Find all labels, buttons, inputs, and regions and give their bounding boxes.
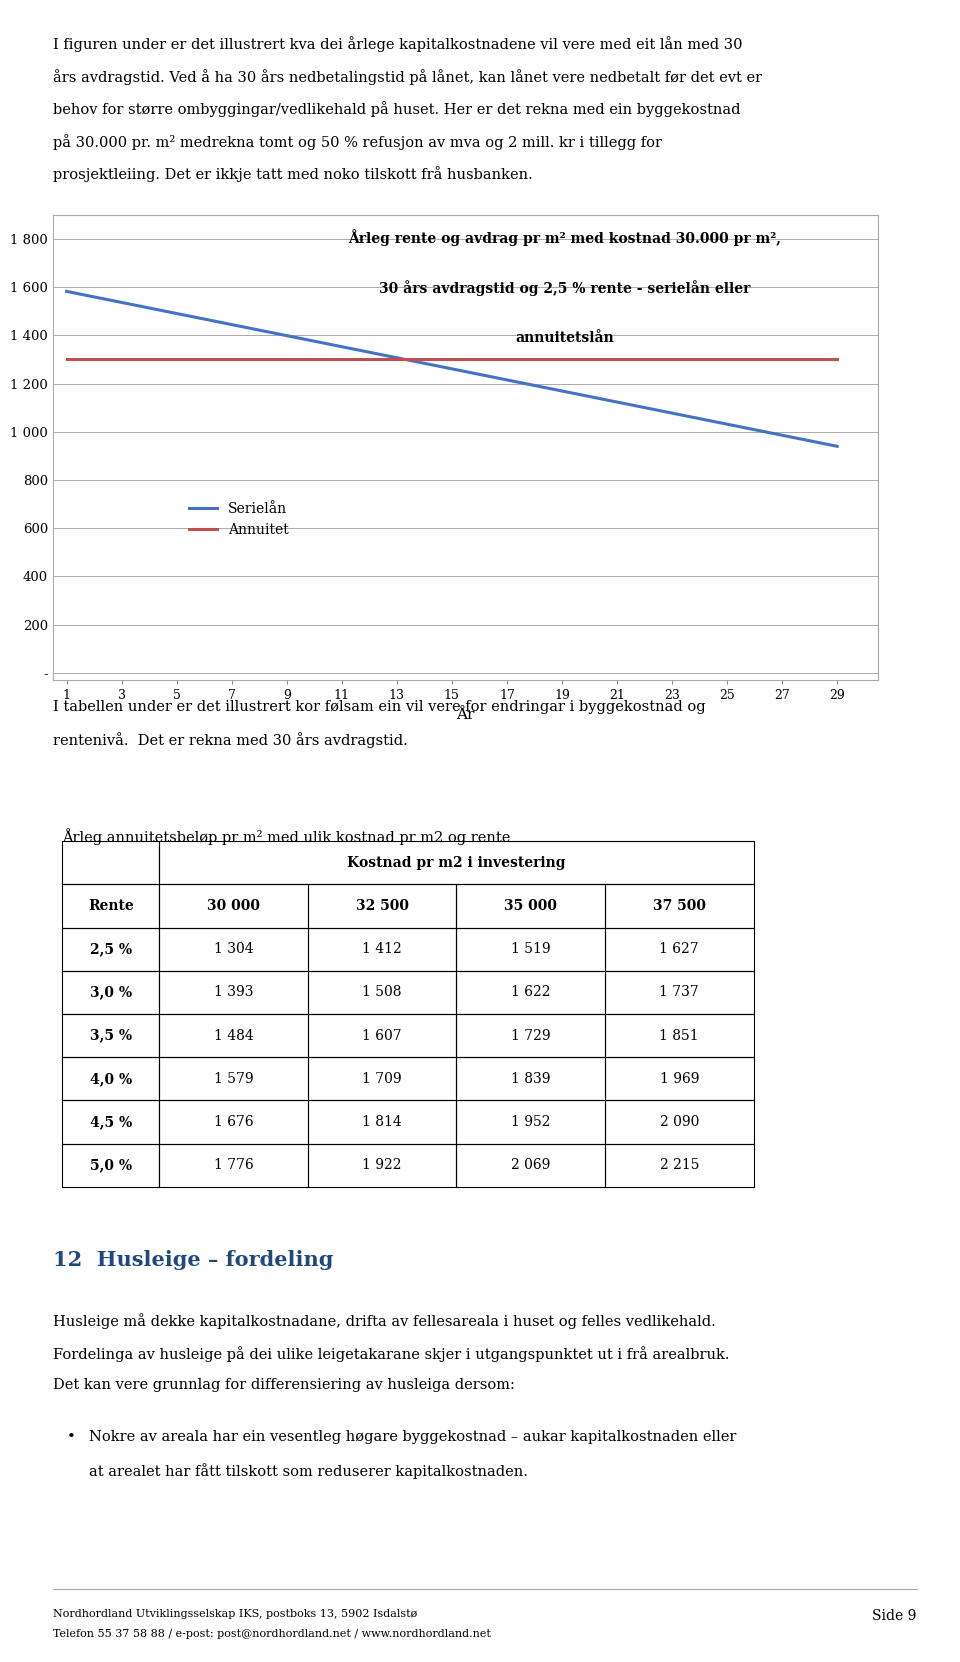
Text: Nordhordland Utviklingsselskap IKS, postboks 13, 5902 Isdalstø: Nordhordland Utviklingsselskap IKS, post… [53,1609,417,1619]
Text: 12  Husleige – fordeling: 12 Husleige – fordeling [53,1250,333,1270]
Text: I figuren under er det illustrert kva dei årlege kapitalkostnadene vil vere med : I figuren under er det illustrert kva de… [53,37,742,53]
Bar [456,1100,605,1143]
Bar [456,927,605,971]
Text: Telefon 55 37 58 88 / e-post: post@nordhordland.net / www.nordhordland.net: Telefon 55 37 58 88 / e-post: post@nordh… [53,1629,491,1639]
Bar [308,971,456,1014]
Bar [605,1100,754,1143]
Bar [62,1100,159,1143]
Text: 30 000: 30 000 [207,899,260,912]
Text: Nokre av areala har ein vesentleg høgare byggekostnad – aukar kapitalkostnaden e: Nokre av areala har ein vesentleg høgare… [89,1431,736,1444]
Bar [605,884,754,927]
Bar [159,884,308,927]
Text: 1 776: 1 776 [213,1158,253,1172]
Bar [62,927,159,971]
Bar [62,971,159,1014]
Bar [159,841,754,884]
Text: 1 851: 1 851 [660,1029,699,1042]
Text: 1 393: 1 393 [214,986,253,999]
Text: prosjektleiing. Det er ikkje tatt med noko tilskott frå husbanken.: prosjektleiing. Det er ikkje tatt med no… [53,166,533,183]
Bar [62,1143,159,1187]
Text: 1 814: 1 814 [362,1115,402,1128]
X-axis label: År: År [456,708,475,721]
Text: 1 737: 1 737 [660,986,699,999]
Text: 2 090: 2 090 [660,1115,699,1128]
Text: 3,0 %: 3,0 % [89,986,132,999]
Text: 1 839: 1 839 [511,1072,550,1085]
Bar [456,971,605,1014]
Bar [308,1014,456,1057]
Text: 1 579: 1 579 [214,1072,253,1085]
Text: 32 500: 32 500 [355,899,409,912]
Text: 1 484: 1 484 [213,1029,253,1042]
Text: 4,0 %: 4,0 % [89,1072,132,1085]
Text: at arealet har fått tilskott som reduserer kapitalkostnaden.: at arealet har fått tilskott som reduser… [89,1463,528,1479]
Bar [62,1057,159,1100]
Text: på 30.000 pr. m² medrekna tomt og 50 % refusjon av mva og 2 mill. kr i tillegg f: på 30.000 pr. m² medrekna tomt og 50 % r… [53,133,661,150]
Bar [159,1143,308,1187]
Text: rentenivå.  Det er rekna med 30 års avdragstid.: rentenivå. Det er rekna med 30 års avdra… [53,733,408,748]
Text: Det kan vere grunnlag for differensiering av husleiga dersom:: Det kan vere grunnlag for differensierin… [53,1378,515,1393]
Text: 1 627: 1 627 [660,942,699,956]
Text: Side 9: Side 9 [873,1609,917,1622]
Bar [159,971,308,1014]
Text: 2 069: 2 069 [511,1158,550,1172]
Bar [456,1014,605,1057]
Text: 30 års avdragstid og 2,5 % rente - serielån eller: 30 års avdragstid og 2,5 % rente - serie… [379,281,751,296]
Text: Årleg rente og avdrag pr m² med kostnad 30.000 pr m²,: Årleg rente og avdrag pr m² med kostnad … [348,229,781,246]
Bar [62,884,159,927]
Bar [605,1143,754,1187]
Legend: Serielån, Annuitet: Serielån, Annuitet [183,497,295,543]
Text: 1 508: 1 508 [362,986,402,999]
Text: års avdragstid. Ved å ha 30 års nedbetalingstid på lånet, kan lånet vere nedbeta: års avdragstid. Ved å ha 30 års nedbetal… [53,68,762,85]
Text: 37 500: 37 500 [653,899,706,912]
Text: 1 607: 1 607 [362,1029,402,1042]
Text: 4,5 %: 4,5 % [89,1115,132,1128]
Bar [605,1014,754,1057]
Text: 2,5 %: 2,5 % [89,942,132,956]
Text: 3,5 %: 3,5 % [89,1029,132,1042]
Text: 1 304: 1 304 [214,942,253,956]
Text: 35 000: 35 000 [504,899,557,912]
Text: 1 676: 1 676 [214,1115,253,1128]
Text: 1 709: 1 709 [362,1072,402,1085]
Bar [159,1057,308,1100]
Bar [456,884,605,927]
Bar [159,927,308,971]
Bar [605,971,754,1014]
Bar [308,927,456,971]
Text: 1 412: 1 412 [362,942,402,956]
Bar [62,841,159,884]
Text: 1 969: 1 969 [660,1072,699,1085]
Text: 2 215: 2 215 [660,1158,699,1172]
Bar [308,1100,456,1143]
Text: Fordelinga av husleige på dei ulike leigetakarane skjer i utgangspunktet ut i fr: Fordelinga av husleige på dei ulike leig… [53,1346,730,1361]
Bar [159,1014,308,1057]
Bar [605,1057,754,1100]
Text: 1 952: 1 952 [511,1115,550,1128]
Bar [62,1014,159,1057]
Text: Rente: Rente [88,899,133,912]
Bar [308,1057,456,1100]
Text: Årleg annuitetsbeløp pr m² med ulik kostnad pr m2 og rente: Årleg annuitetsbeløp pr m² med ulik kost… [62,828,511,844]
Bar [456,1143,605,1187]
Bar [308,884,456,927]
Text: 5,0 %: 5,0 % [89,1158,132,1172]
Text: Kostnad pr m2 i investering: Kostnad pr m2 i investering [348,856,565,869]
Bar [308,1143,456,1187]
Bar [456,1057,605,1100]
Text: 1 729: 1 729 [511,1029,550,1042]
Text: 1 519: 1 519 [511,942,550,956]
Text: Husleige må dekke kapitalkostnadane, drifta av fellesareala i huset og felles ve: Husleige må dekke kapitalkostnadane, dri… [53,1313,715,1330]
Bar [605,927,754,971]
Text: behov for større ombyggingar/vedlikehald på huset. Her er det rekna med ein bygg: behov for større ombyggingar/vedlikehald… [53,101,740,118]
Text: 1 922: 1 922 [362,1158,402,1172]
Text: annuitetslån: annuitetslån [516,331,614,346]
Bar [159,1100,308,1143]
Text: 1 622: 1 622 [511,986,550,999]
Text: I tabellen under er det illustrert kor følsam ein vil vere for endringar i bygge: I tabellen under er det illustrert kor f… [53,700,706,715]
Text: •: • [67,1431,76,1444]
